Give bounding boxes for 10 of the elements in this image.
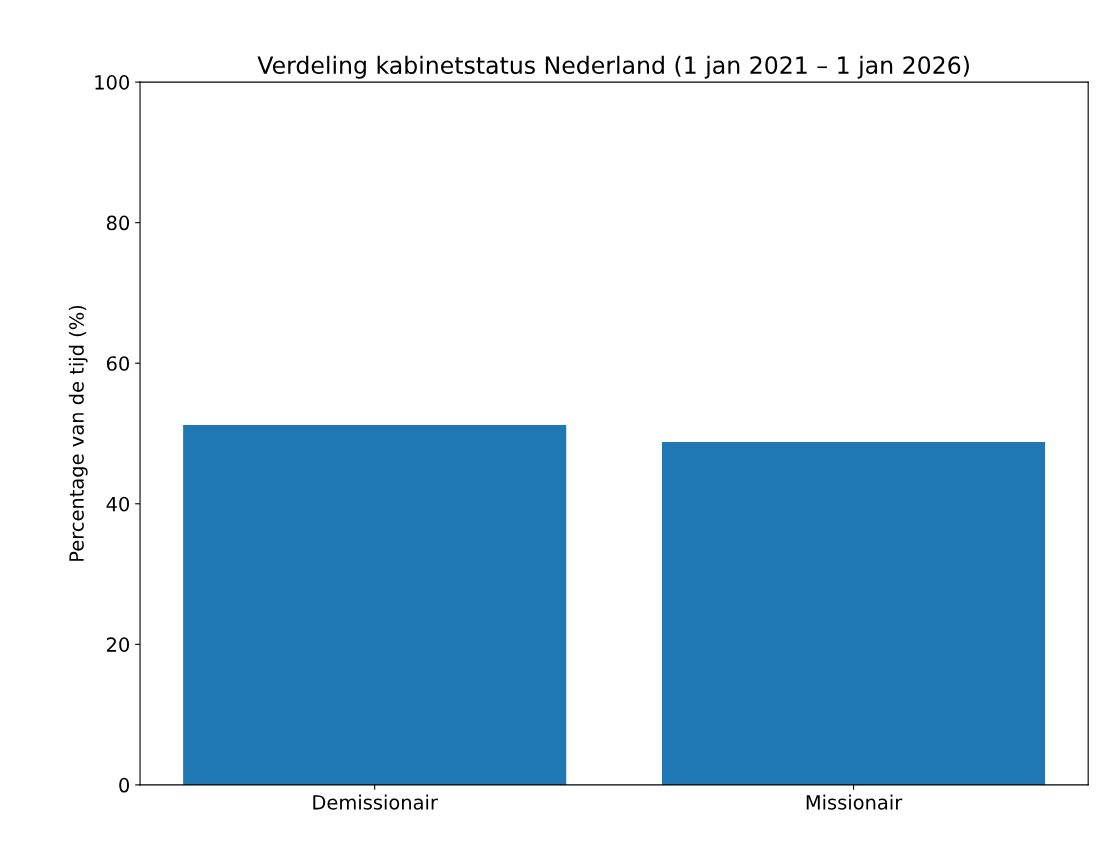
y-tick-label: 40: [106, 496, 130, 512]
y-tick-label: 0: [119, 777, 130, 793]
y-tick-label: 100: [95, 75, 130, 90]
chart-title: Verdeling kabinetstatus Nederland (1 jan 2021 – 1 jan 2026): [257, 55, 969, 79]
y-axis-title: Percentage van de tijd (%): [68, 305, 88, 561]
x-tick-label: Missionair: [806, 794, 903, 810]
y-tick-label: 60: [106, 356, 130, 371]
y-tick-label: 80: [106, 215, 130, 231]
x-tick-label: Demissionair: [313, 794, 438, 810]
y-tick-label: 20: [107, 637, 130, 652]
